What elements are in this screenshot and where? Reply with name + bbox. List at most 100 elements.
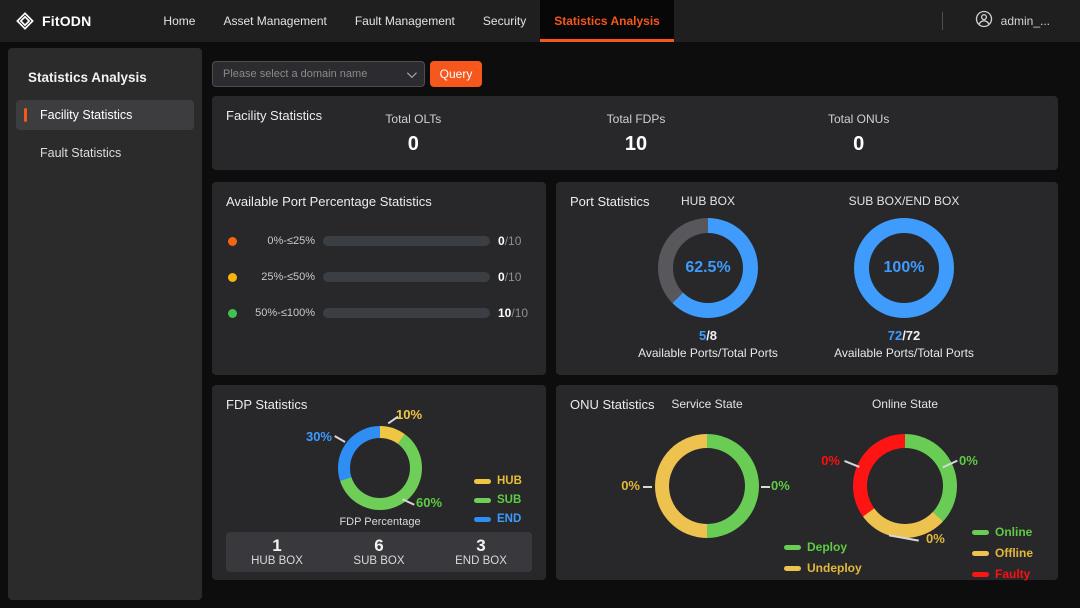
sidebar-title: Statistics Analysis — [28, 70, 147, 85]
sidebar-item-label: Fault Statistics — [40, 146, 122, 160]
query-button[interactable]: Query — [430, 61, 482, 87]
offline-percent-label: 0% — [926, 531, 945, 546]
fdp-summary-box: 1 HUB BOX 6 SUB BOX 3 END BOX — [226, 532, 532, 572]
hub-box-donut-chart: 62.5% — [658, 218, 758, 318]
service-state-legend: Deploy Undeploy — [784, 540, 862, 582]
available-port-card-title: Available Port Percentage Statistics — [226, 194, 432, 209]
hub-box-title: HUB BOX — [680, 194, 735, 208]
legend-item-online[interactable]: Online — [972, 525, 1033, 539]
summary-value: 6 — [374, 536, 384, 555]
legend-item-offline[interactable]: Offline — [972, 546, 1033, 560]
ports-caption: Available Ports/Total Ports — [834, 346, 974, 360]
legend-swatch — [972, 550, 989, 556]
stat-value: 10 — [624, 133, 648, 155]
legend-swatch — [474, 516, 491, 522]
legend-swatch — [474, 497, 491, 503]
brand-name: FitODN — [42, 13, 92, 29]
summary-end-box: 3 END BOX — [430, 537, 532, 568]
sub-end-box-donut-group: SUB BOX/END BOX 100% 72/72 Available Por… — [824, 194, 984, 360]
faulty-percent-label: 0% — [821, 453, 840, 468]
legend-label: HUB — [497, 475, 522, 487]
user-name: admin_... — [1000, 14, 1050, 28]
bar-value: 0/10 — [498, 270, 522, 284]
donut-center-label: 100% — [883, 259, 925, 276]
stat-total-olts: Total OLTs 0 — [302, 112, 525, 156]
available-port-bars: 0%-≤25% 0/10 25%-≤50% 0/10 50%-≤100% 10/… — [228, 223, 534, 331]
nav-item-asset-management[interactable]: Asset Management — [223, 14, 327, 28]
donut-hole — [669, 448, 745, 524]
legend-label: Deploy — [807, 540, 848, 554]
app-header: FitODN Home Asset Management Fault Manag… — [0, 0, 1080, 42]
donut-hole — [350, 438, 410, 498]
header-divider — [941, 12, 943, 30]
fdp-donut-chart — [338, 426, 422, 510]
nav-item-security[interactable]: Security — [482, 14, 527, 28]
fdp-label-end: 30% — [305, 429, 332, 444]
ports-fraction: 5/8 — [698, 328, 718, 343]
domain-select-placeholder: Please select a domain name — [223, 68, 368, 80]
donut-hole — [867, 448, 943, 524]
sidebar-item-fault-statistics[interactable]: Fault Statistics — [16, 138, 194, 168]
legend-label: END — [497, 513, 522, 525]
legend-label: Undeploy — [807, 561, 862, 575]
stat-total-fdps: Total FDPs 10 — [525, 112, 748, 156]
summary-label: HUB BOX — [251, 555, 303, 567]
sub-end-box-title: SUB BOX/END BOX — [848, 194, 960, 208]
summary-label: END BOX — [455, 555, 507, 567]
bar-track — [323, 236, 490, 246]
leader-line — [761, 486, 770, 488]
facility-card-title: Facility Statistics — [226, 108, 323, 123]
summary-label: SUB BOX — [353, 555, 405, 567]
legend-swatch — [972, 529, 989, 535]
legend-label: Faulty — [995, 567, 1031, 581]
service-state-donut-chart — [655, 434, 759, 538]
stat-value: 0 — [407, 133, 419, 155]
summary-value: 1 — [272, 536, 282, 555]
bar-track — [323, 272, 490, 282]
domain-select[interactable]: Please select a domain name — [212, 61, 425, 87]
yellow-dot-icon — [228, 272, 237, 282]
sidebar-item-facility-statistics[interactable]: Facility Statistics — [16, 100, 194, 130]
bar-row-50-100: 50%-≤100% 10/10 — [228, 295, 534, 331]
user-menu[interactable]: admin_... — [975, 10, 1050, 33]
summary-hub-box: 1 HUB BOX — [226, 536, 328, 568]
green-dot-icon — [228, 308, 237, 318]
legend-item-end[interactable]: END — [474, 513, 522, 525]
bar-row-25-50: 25%-≤50% 0/10 — [228, 259, 534, 295]
bar-track — [323, 308, 490, 318]
legend-swatch — [784, 544, 801, 550]
legend-item-deploy[interactable]: Deploy — [784, 540, 862, 554]
port-card-title: Port Statistics — [570, 194, 650, 209]
nav-item-statistics-analysis[interactable]: Statistics Analysis — [540, 0, 674, 42]
service-state-title: Service State — [671, 397, 743, 411]
legend-label: SUB — [497, 494, 522, 506]
nav-item-fault-management[interactable]: Fault Management — [354, 14, 455, 28]
legend-item-faulty[interactable]: Faulty — [972, 567, 1033, 581]
online-state-title: Online State — [871, 397, 939, 411]
legend-label: Offline — [995, 546, 1033, 560]
facility-statistics-card: Facility Statistics Total OLTs 0 Total F… — [212, 96, 1058, 170]
stat-label: Total FDPs — [606, 112, 666, 126]
online-percent-label: 0% — [959, 453, 978, 468]
legend-item-undeploy[interactable]: Undeploy — [784, 561, 862, 575]
fdp-label-sub: 60% — [416, 495, 443, 510]
brand-logo[interactable]: FitODN — [0, 0, 107, 42]
legend-item-sub[interactable]: SUB — [474, 494, 522, 506]
donut-hole: 62.5% — [673, 233, 743, 303]
stat-total-onus: Total ONUs 0 — [747, 112, 970, 156]
legend-item-hub[interactable]: HUB — [474, 475, 522, 487]
main-nav: Home Asset Management Fault Management S… — [149, 0, 674, 42]
user-avatar-icon — [975, 10, 993, 33]
ports-fraction: 72/72 — [887, 328, 921, 343]
bar-value: 10/10 — [498, 306, 529, 320]
sidebar-item-label: Facility Statistics — [40, 108, 133, 122]
sub-end-box-donut-chart: 100% — [854, 218, 954, 318]
nav-item-home[interactable]: Home — [163, 14, 196, 28]
port-statistics-card: Port Statistics HUB BOX 62.5% 5/8 Availa… — [556, 182, 1058, 375]
stat-label: Total OLTs — [385, 112, 442, 126]
undeploy-percent-label: 0% — [621, 478, 640, 493]
header-right: admin_... — [941, 0, 1080, 42]
fdp-label-hub: 10% — [396, 407, 423, 422]
bar-value: 0/10 — [498, 234, 522, 248]
legend-swatch — [474, 478, 491, 484]
